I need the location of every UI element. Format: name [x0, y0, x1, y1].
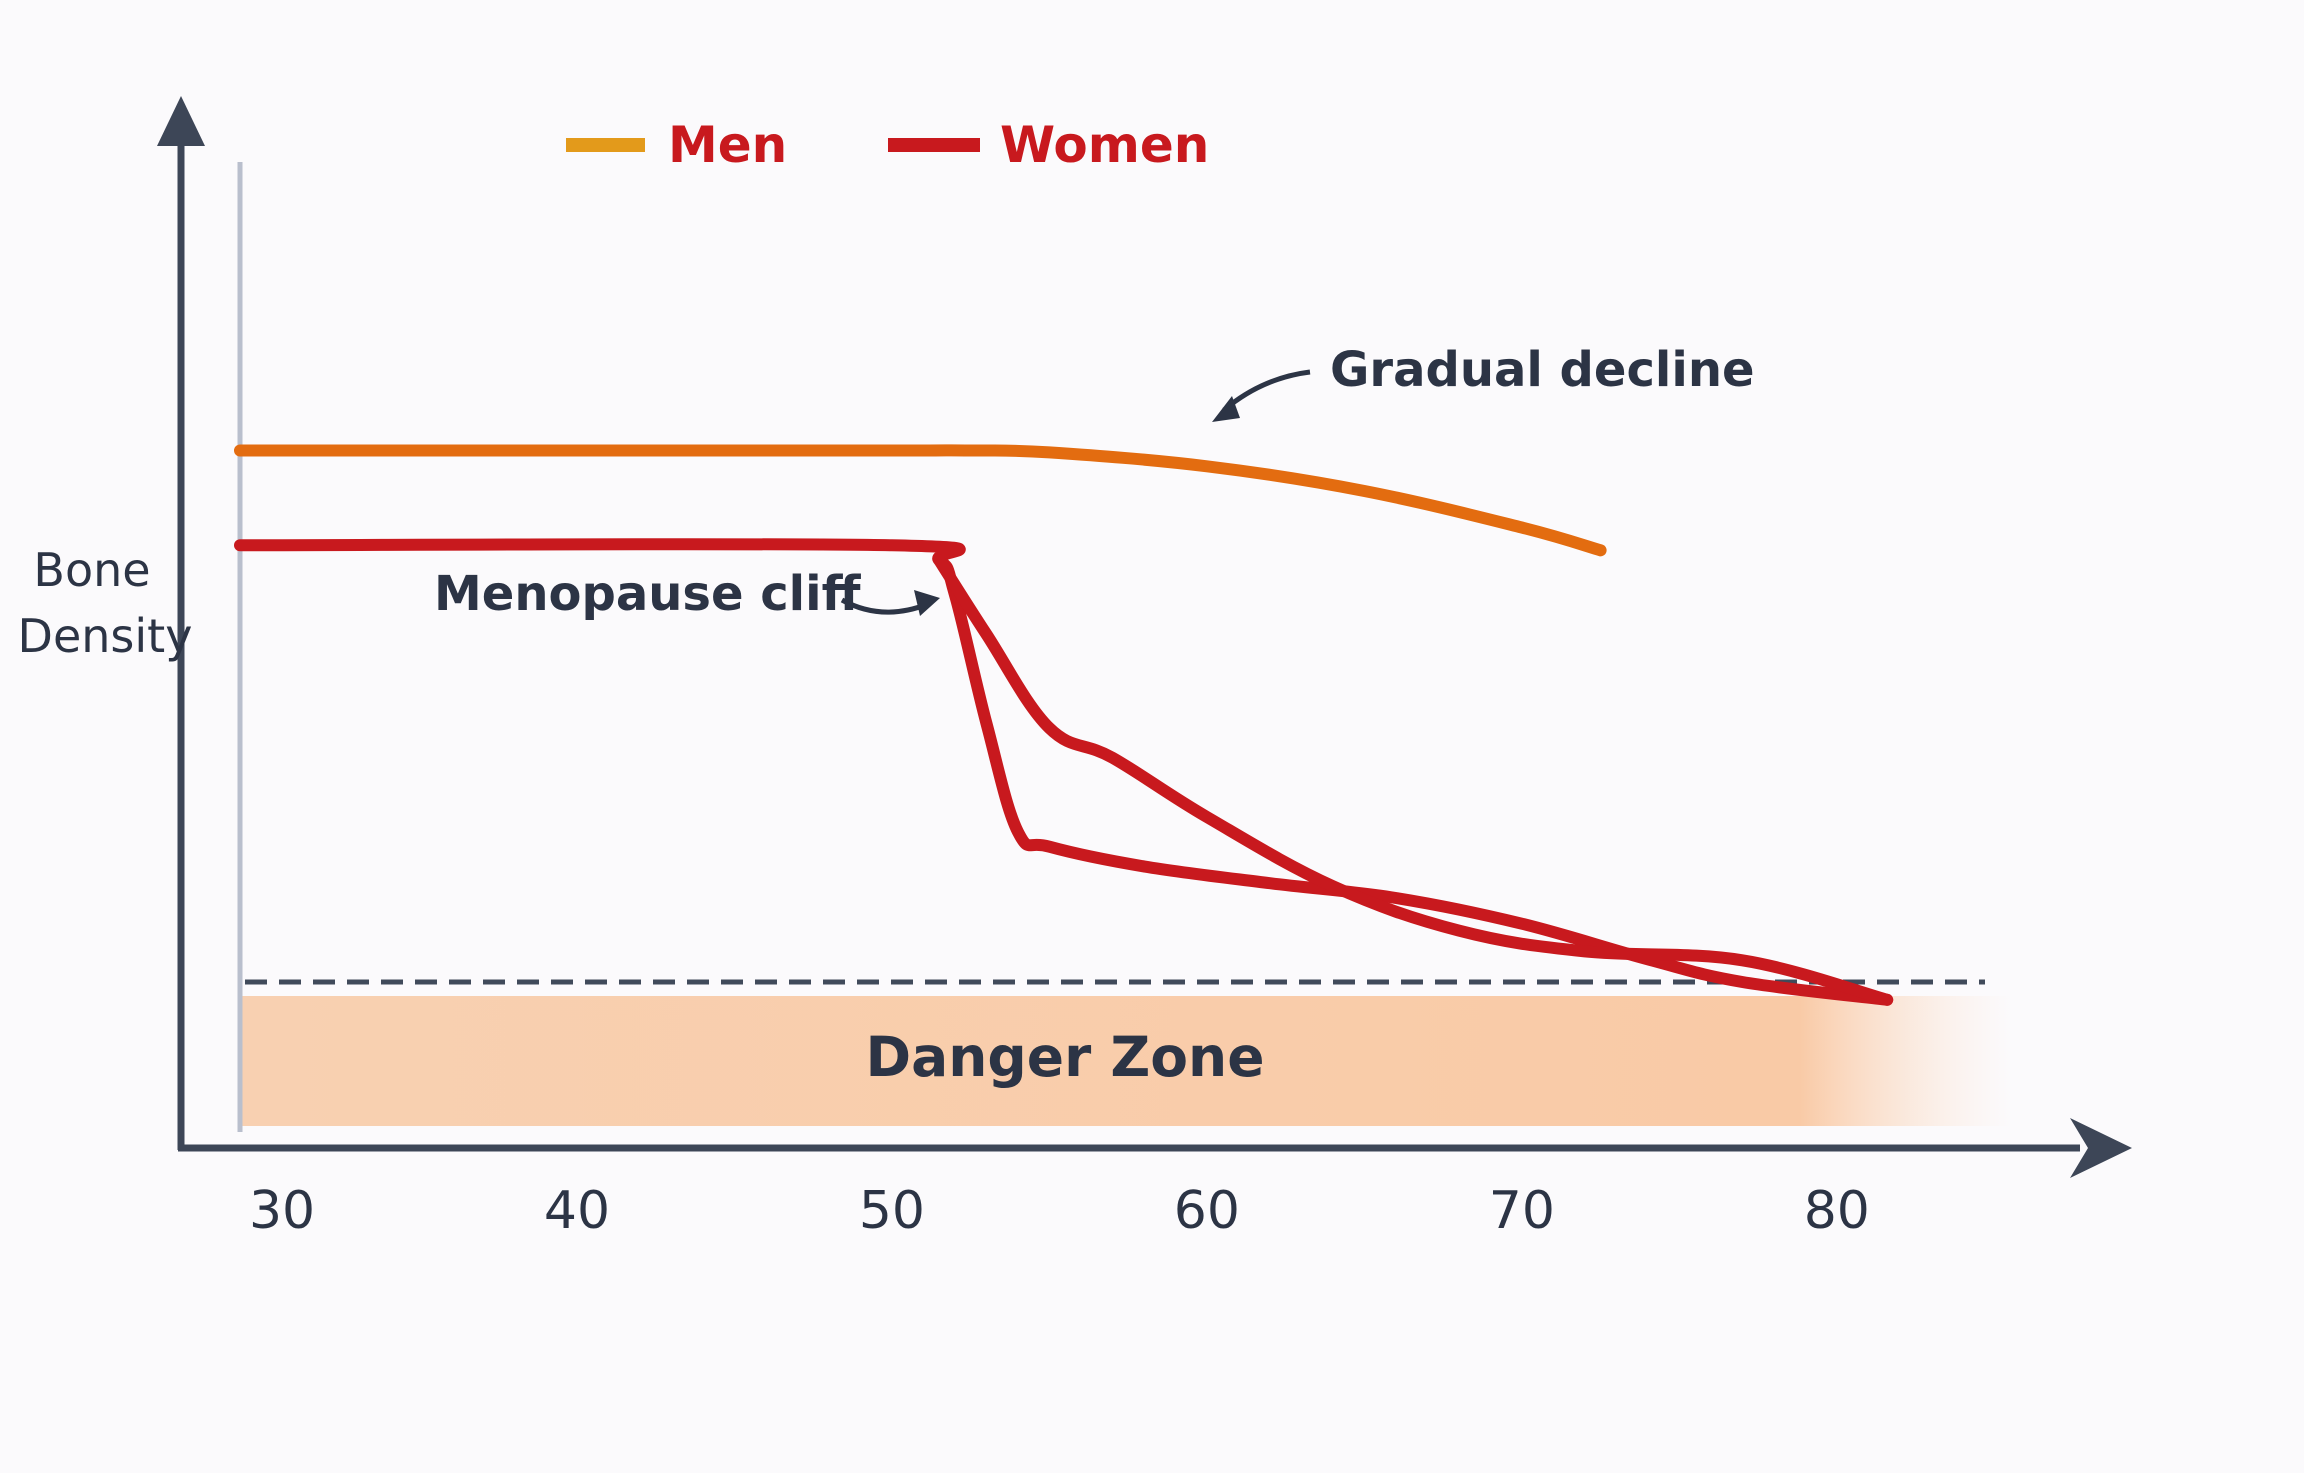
x-tick-label: 50 — [859, 1181, 925, 1241]
y-axis-label-line-1: Bone — [33, 543, 150, 597]
danger-zone-band — [242, 996, 2012, 1126]
x-tick-label: 70 — [1489, 1181, 1555, 1241]
legend-men-label: Men — [668, 116, 787, 174]
annotation-gradual-decline: Gradual decline — [1330, 342, 1755, 398]
x-axis-arrow — [2070, 1118, 2132, 1178]
x-tick-label: 80 — [1804, 1181, 1870, 1241]
menopause-cliff-arrowhead — [914, 590, 940, 616]
series-line-men — [234, 444, 1607, 557]
series-line-women-alt — [933, 554, 1894, 1006]
gradual-decline-arrow — [1222, 369, 1311, 412]
legend-women-label: Women — [1000, 116, 1209, 174]
danger-zone-label: Danger Zone — [866, 1025, 1265, 1089]
legend: Men Women — [566, 116, 1209, 174]
y-axis-arrow — [157, 96, 205, 146]
gradual-decline-arrowhead — [1212, 396, 1240, 422]
x-tick-labels: 30 40 50 60 70 80 — [249, 1181, 1870, 1241]
y-axis-label-line-2: Density — [18, 609, 193, 663]
x-tick-label: 60 — [1174, 1181, 1240, 1241]
series-lines — [234, 444, 1894, 1006]
annotation-menopause-cliff: Menopause cliff — [434, 566, 862, 622]
x-tick-label: 30 — [249, 1181, 315, 1241]
x-tick-label: 40 — [544, 1181, 610, 1241]
